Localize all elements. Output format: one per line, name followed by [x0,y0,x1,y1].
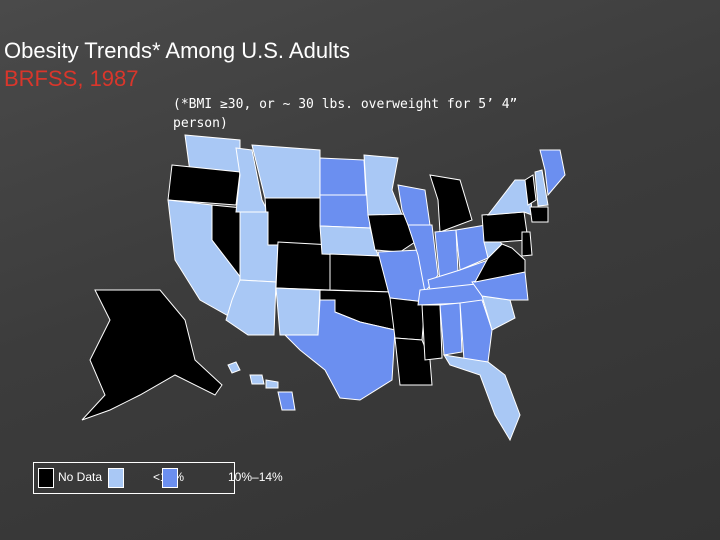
state [394,337,433,386]
state [481,211,529,243]
state [439,302,463,356]
state [283,299,396,401]
state [443,354,521,442]
subtitle: BRFSS, 1987 [4,66,139,91]
legend-swatch [108,468,124,488]
state [521,231,533,257]
state [319,194,371,229]
note-line: person) [173,116,228,131]
state [459,299,493,363]
state [249,374,265,385]
legend: No Data <10% 10%–14% [33,462,283,494]
state [529,206,549,223]
state [539,149,566,197]
state [319,225,379,257]
state [81,289,223,421]
legend-label: 10%–14% [228,470,283,484]
state [225,279,277,336]
state [275,287,321,336]
state [227,361,241,374]
state [534,169,549,207]
legend-label: No Data [58,470,103,484]
state [319,157,367,196]
legend-swatch [162,468,178,488]
state [367,213,419,253]
state [265,379,279,389]
state [429,174,473,233]
legend-swatch [38,468,54,488]
state [251,144,321,199]
state [524,174,537,206]
state [363,154,403,216]
state [277,391,296,411]
state [421,304,443,361]
note-line: (*BMI ≥30, or ~ 30 lbs. overweight for 5… [173,97,518,112]
state [264,197,323,246]
state [167,164,241,206]
title: Obesity Trends* Among U.S. Adults [4,38,351,63]
